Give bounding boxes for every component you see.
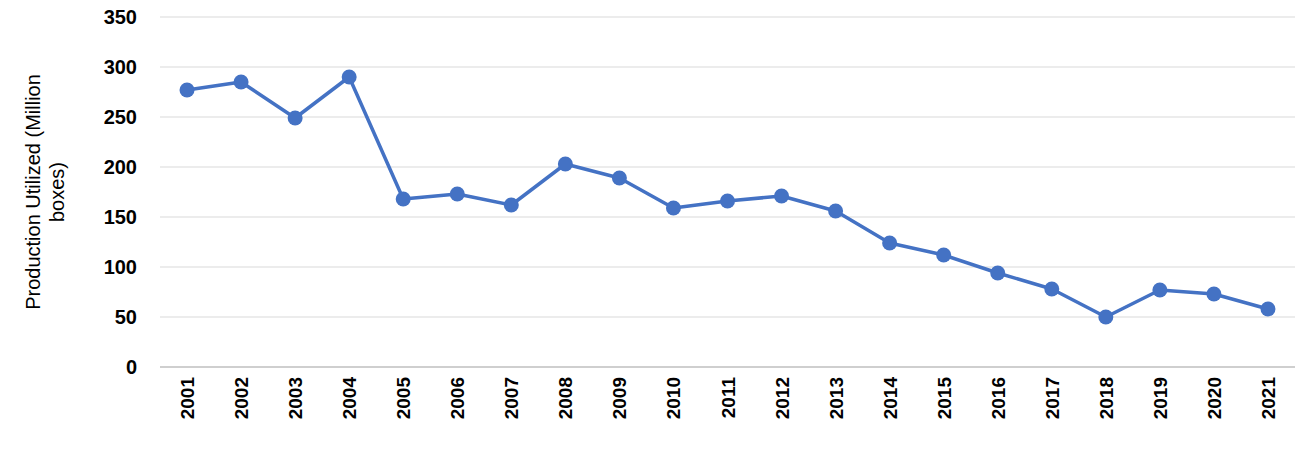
data-point (1206, 287, 1221, 302)
data-point (396, 192, 411, 207)
x-tick-label: 2004 (339, 377, 360, 420)
x-tick-label: 2016 (988, 377, 1009, 419)
data-point (288, 111, 303, 126)
x-tick-label: 2015 (934, 377, 955, 420)
grid-line (160, 167, 1295, 168)
grid-line (160, 217, 1295, 218)
data-point (1152, 283, 1167, 298)
data-point (666, 201, 681, 216)
chart-container: 0 50 100 150 200 250 300 350 Production Utilized… (0, 0, 1299, 453)
y-tick-label: 50 (115, 306, 137, 328)
x-tick-label: 2013 (826, 377, 847, 419)
y-tick-label: 200 (104, 156, 137, 178)
x-tick-label: 2002 (231, 377, 252, 419)
data-point (612, 171, 627, 186)
grid-line (160, 67, 1295, 68)
x-tick-label: 2020 (1204, 377, 1225, 419)
y-tick-label: 350 (104, 6, 137, 28)
y-tick-label: 150 (104, 206, 137, 228)
data-point (720, 194, 735, 209)
series-line (187, 77, 1268, 317)
data-point (936, 248, 951, 263)
x-tick-label: 2003 (285, 377, 306, 419)
x-tick-label: 2014 (880, 377, 901, 420)
y-tick-label: 300 (104, 56, 137, 78)
data-point (234, 75, 249, 90)
data-point (1044, 282, 1059, 297)
x-tick-label: 2012 (772, 377, 793, 419)
plot-area (180, 70, 1276, 325)
data-point (558, 157, 573, 172)
data-point (450, 187, 465, 202)
x-tick-label: 2010 (663, 377, 684, 419)
grid-line (160, 117, 1295, 118)
x-tick-label: 2018 (1096, 377, 1117, 419)
y-tick-label: 250 (104, 106, 137, 128)
x-axis-line (160, 366, 1295, 368)
y-axis-title: Production Utilized (Millionboxes) (22, 74, 68, 310)
data-point (828, 204, 843, 219)
x-tick-label: 2007 (501, 377, 522, 419)
grid-line (160, 267, 1295, 268)
data-point (774, 189, 789, 204)
data-point (180, 83, 195, 98)
grid-line (160, 317, 1295, 318)
data-point (990, 266, 1005, 281)
y-range (160, 17, 161, 367)
x-tick-label: 2005 (393, 377, 414, 420)
grid-line (160, 17, 1295, 18)
x-tick-label: 2019 (1150, 377, 1171, 419)
data-point (882, 236, 897, 251)
x-tick-label: 2001 (177, 377, 198, 420)
x-tick-label: 2011 (718, 377, 739, 419)
data-point (504, 198, 519, 213)
data-point (342, 70, 357, 85)
x-tick-label: 2017 (1042, 377, 1063, 419)
x-tick-label: 2006 (447, 377, 468, 419)
y-tick-label: 0 (126, 356, 137, 378)
data-point (1260, 302, 1275, 317)
y-tick-label: 100 (104, 256, 137, 278)
x-tick-label: 2008 (555, 377, 576, 419)
chart-svg: 0 50 100 150 200 250 300 350 Production Utilized… (0, 0, 1299, 453)
x-tick-label: 2009 (609, 377, 630, 419)
data-point (1098, 310, 1113, 325)
x-tick-label: 2021 (1258, 377, 1279, 420)
